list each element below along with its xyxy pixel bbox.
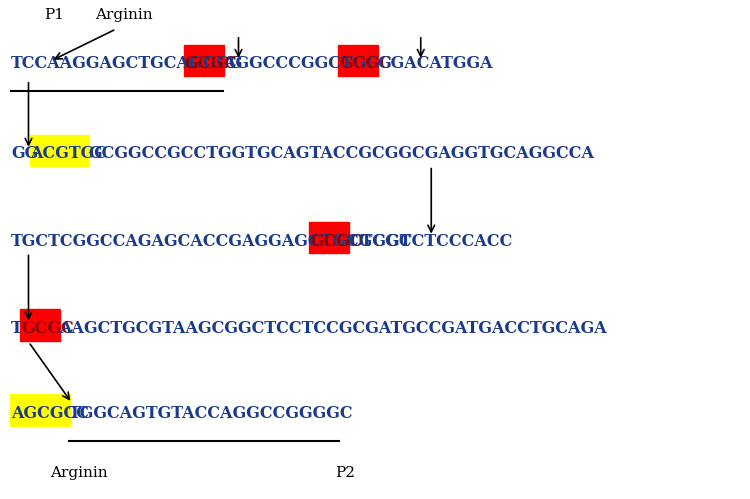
Text: P2: P2 xyxy=(335,466,355,480)
FancyBboxPatch shape xyxy=(184,45,224,76)
Text: AAGCTGCGTAAGCGGCTCCTCCGCGATGCCGATGACCTGCAGA: AAGCTGCGTAAGCGGCTCCTCCGCGATGCCGATGACCTGC… xyxy=(59,320,608,337)
FancyBboxPatch shape xyxy=(309,222,350,253)
Text: GGACATGGA: GGACATGGA xyxy=(377,55,493,72)
Text: CTCGCCTCCCACC: CTCGCCTCCCACC xyxy=(349,233,513,250)
Text: T: T xyxy=(11,320,23,337)
FancyBboxPatch shape xyxy=(30,135,89,166)
Text: AGGCCCGGCTGG: AGGCCCGGCTGG xyxy=(224,55,380,72)
Text: ACGTGC: ACGTGC xyxy=(31,145,107,162)
Text: AGCGCC: AGCGCC xyxy=(11,405,89,422)
Text: GCGGCCGCCTGGTGCAGTACCGCGGCGAGGTGCAGGCCA: GCGGCCGCCTGGTGCAGTACCGCGGCGAGGTGCAGGCCA xyxy=(88,145,594,162)
Text: GG: GG xyxy=(11,145,38,162)
Text: TGCTCGGCCAGAGCACCGAGGAGCTGCGGGT: TGCTCGGCCAGAGCACCGAGGAGCTGCGGGT xyxy=(11,233,412,250)
Text: GCGC: GCGC xyxy=(184,55,238,72)
Text: GCGC: GCGC xyxy=(310,233,363,250)
Text: GCGC: GCGC xyxy=(339,55,392,72)
Text: Arginin: Arginin xyxy=(95,8,152,22)
Text: TGGCAGTGTACCAGGCCGGGGC: TGGCAGTGTACCAGGCCGGGGC xyxy=(69,405,354,422)
Text: TCCAAGGAGCTGCAGGCG: TCCAAGGAGCTGCAGGCG xyxy=(11,55,244,72)
Text: GCGC: GCGC xyxy=(21,320,74,337)
FancyBboxPatch shape xyxy=(10,394,70,426)
FancyBboxPatch shape xyxy=(338,45,378,76)
FancyBboxPatch shape xyxy=(20,309,60,341)
Text: P1: P1 xyxy=(44,8,64,22)
Text: Arginin: Arginin xyxy=(50,466,107,480)
